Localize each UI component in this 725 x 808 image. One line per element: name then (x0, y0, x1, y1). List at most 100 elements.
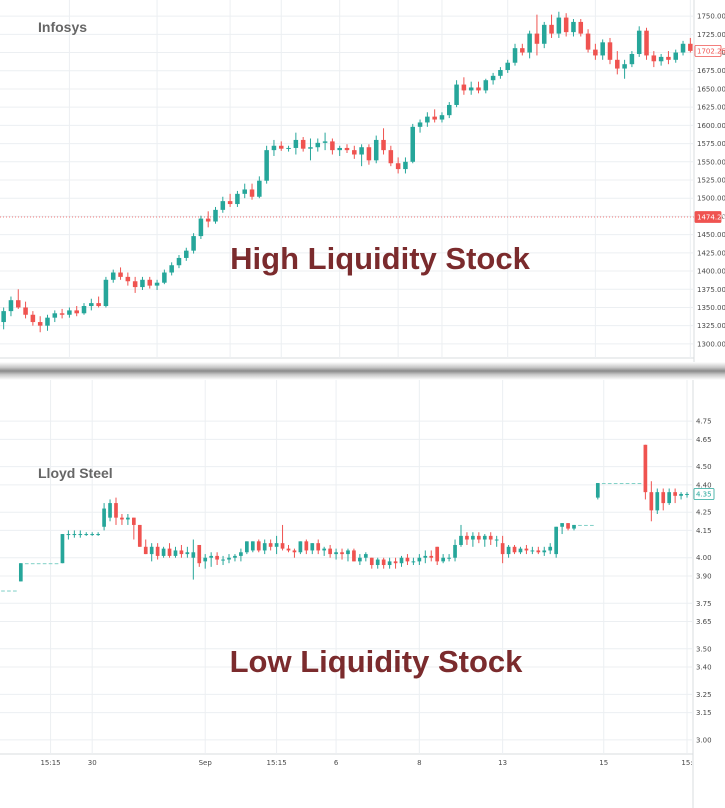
candle-body (476, 87, 481, 91)
candle (89, 298, 94, 311)
candle (563, 13, 569, 37)
candle (1, 307, 6, 330)
candle-body (126, 517, 130, 520)
candle-body (108, 503, 112, 518)
candle (644, 27, 649, 60)
candle (536, 546, 541, 555)
candle (375, 557, 380, 569)
candle (465, 532, 469, 545)
candle-body (607, 483, 612, 485)
high-liquidity-caption: High Liquidity Stock (230, 241, 530, 276)
candle-body (425, 116, 430, 123)
candle (176, 255, 182, 269)
candle-body (673, 52, 679, 60)
candle-body (227, 557, 231, 560)
candle (554, 526, 559, 558)
candle-body (403, 161, 408, 170)
candle (637, 483, 642, 485)
candle-body (15, 300, 21, 308)
y-tick-label: 1725.00 (697, 31, 725, 39)
candle-body (191, 552, 196, 558)
y-tick-label: 1525.00 (697, 177, 725, 185)
candle-body (566, 523, 570, 529)
candle (417, 119, 423, 133)
candle-body (118, 272, 123, 277)
candle (322, 546, 327, 556)
candle (66, 530, 71, 540)
candle-body (1, 311, 6, 323)
candle-body (137, 524, 142, 547)
candle (235, 190, 240, 207)
candle-body (667, 492, 672, 504)
candle (280, 524, 285, 551)
candle-body (67, 310, 72, 315)
y-tick-label: 4.40 (696, 481, 712, 489)
candle-body (524, 548, 529, 551)
candle-body (423, 555, 428, 558)
candle-body (213, 209, 218, 222)
candle-body (387, 561, 392, 566)
infosys-title: Infosys (38, 19, 87, 35)
x-tick-label: 13 (498, 759, 507, 767)
candle-body (257, 180, 262, 197)
candle-body (322, 548, 327, 551)
candle (45, 314, 50, 331)
candle-body (629, 53, 635, 65)
candle (590, 524, 594, 526)
candle-body (310, 543, 315, 551)
candle-body (454, 84, 459, 105)
candle-body (293, 139, 299, 148)
candle (245, 541, 249, 555)
candle (96, 532, 100, 536)
candle (334, 548, 338, 560)
candle (417, 554, 422, 566)
candle (162, 269, 167, 285)
candle (185, 546, 190, 558)
candle-body (184, 250, 189, 258)
candle-body (590, 524, 594, 526)
candle-body (286, 147, 291, 149)
candle-body (395, 163, 401, 170)
candle-body (120, 517, 124, 520)
candle-body (541, 24, 547, 44)
candle (393, 557, 398, 569)
candle-body (468, 87, 474, 91)
candle (155, 543, 160, 560)
candle (30, 563, 35, 565)
y-tick-label: 3.65 (696, 618, 712, 626)
candle-body (81, 306, 87, 314)
candle (607, 37, 613, 65)
candle-body (459, 535, 463, 545)
candle-body (340, 552, 344, 555)
candle (593, 43, 598, 60)
candle (666, 51, 671, 65)
candle-body (245, 541, 249, 553)
y-tick-label: 4.75 (696, 418, 712, 426)
y-tick-label: 1600.00 (697, 122, 725, 130)
y-tick-label: 1575.00 (697, 140, 725, 148)
candle (169, 262, 174, 276)
x-tick-label: 8 (417, 759, 421, 767)
y-tick-label: 3.40 (696, 664, 712, 672)
candle (257, 176, 262, 199)
candle-body (476, 535, 481, 540)
candle (126, 514, 130, 525)
candle-body (534, 33, 540, 44)
candle (578, 19, 584, 37)
candle-body (352, 550, 356, 562)
candle-body (530, 550, 535, 552)
candle (527, 30, 532, 59)
candle-body (373, 139, 379, 161)
candle-body (461, 84, 467, 91)
candle (215, 552, 219, 566)
candle-body (173, 550, 178, 556)
candle-body (658, 56, 664, 62)
candle-body (432, 116, 437, 120)
candle-body (334, 552, 338, 555)
candle-body (264, 150, 269, 181)
candle (52, 310, 58, 323)
candle-body (465, 535, 469, 540)
candle (72, 530, 77, 538)
y-tick-label: 4.65 (696, 436, 712, 444)
candle-body (435, 546, 440, 562)
